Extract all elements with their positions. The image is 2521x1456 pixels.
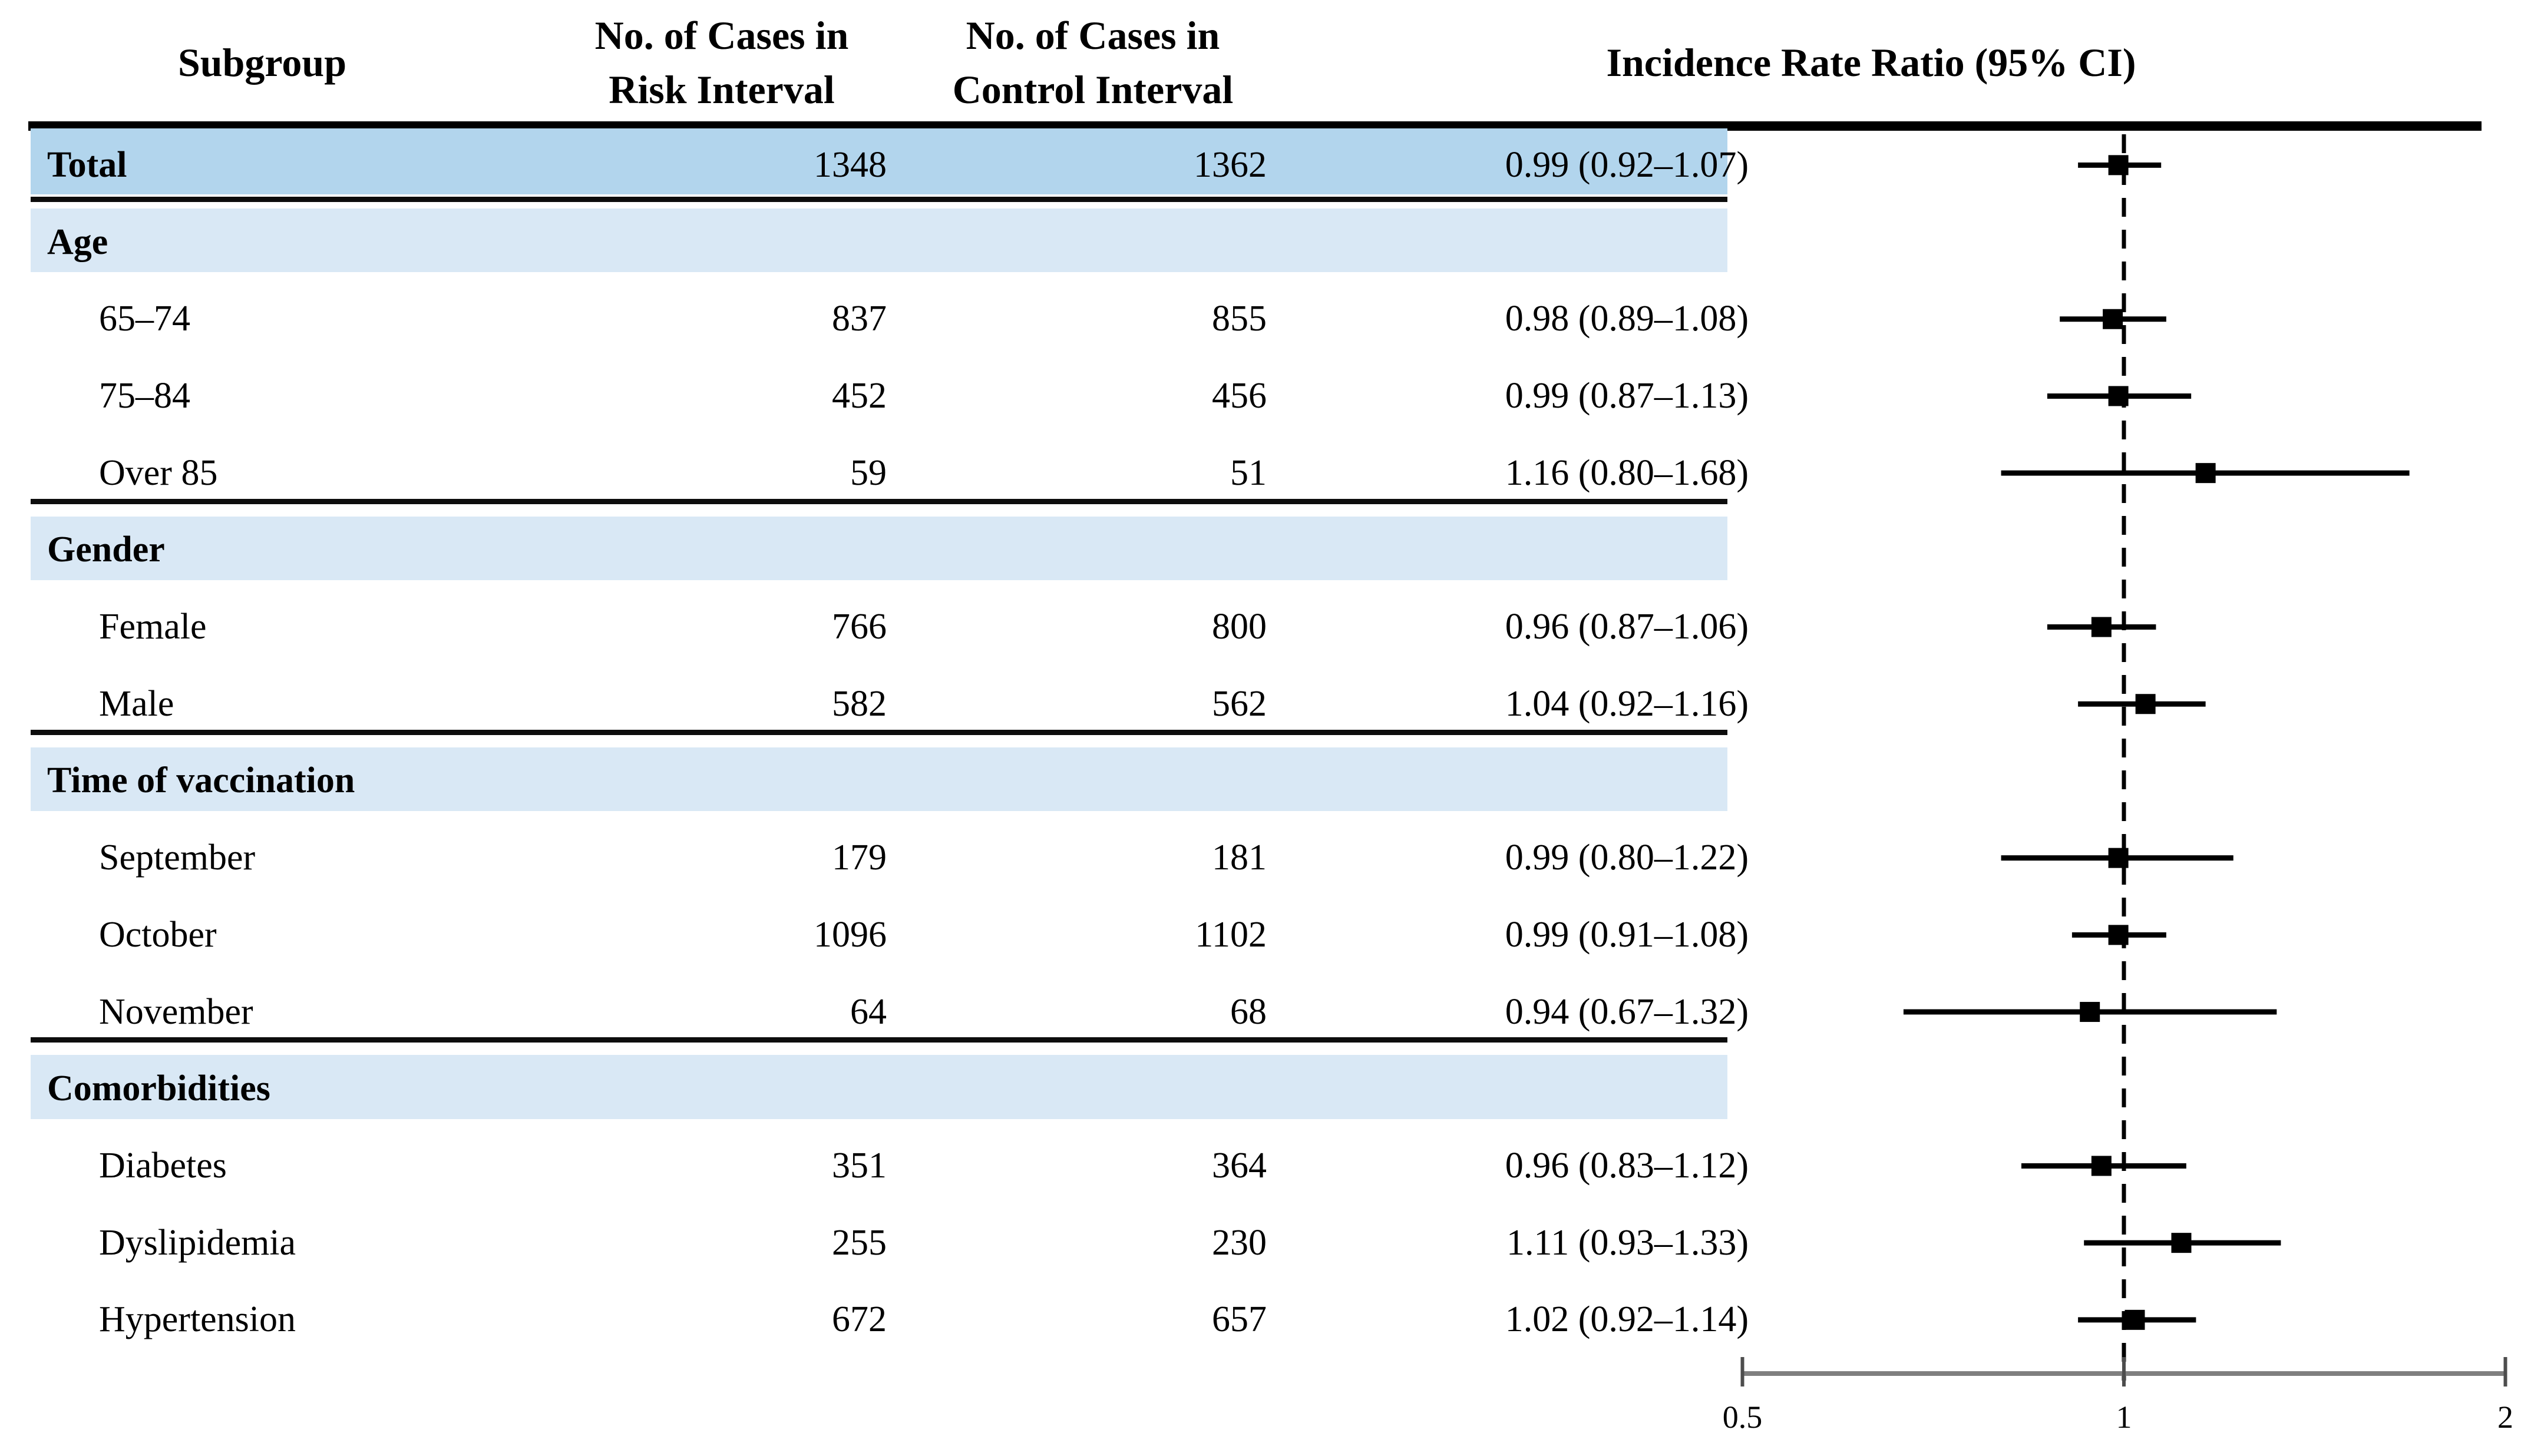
risk-cases-cell: 672 <box>832 1299 887 1340</box>
axis-tick-label: 2 <box>2497 1399 2513 1435</box>
risk-cases-cell: 582 <box>832 683 887 724</box>
section-divider <box>31 197 1727 202</box>
control-cases-cell: 800 <box>1212 607 1267 647</box>
control-cases-cell: 68 <box>1230 991 1267 1032</box>
row-band-section <box>31 747 1727 812</box>
axis-tick-label: 0.5 <box>1723 1399 1763 1435</box>
column-header-subgroup: Subgroup <box>177 40 347 85</box>
estimate-marker <box>2091 617 2112 637</box>
row-label: Hypertension <box>99 1299 296 1340</box>
risk-cases-cell: 255 <box>832 1222 887 1263</box>
irr-cell: 0.98 (0.89–1.08) <box>1505 299 1749 339</box>
estimate-marker <box>2171 1233 2192 1253</box>
risk-cases-cell: 1348 <box>814 144 887 185</box>
estimate-marker <box>2108 386 2129 406</box>
row-label: November <box>99 991 253 1032</box>
row-label: Male <box>99 683 174 724</box>
column-header-risk-interval: No. of Cases in Risk Interval <box>516 0 928 125</box>
irr-cell: 0.96 (0.87–1.06) <box>1505 607 1749 647</box>
column-header-control-interval-line2: Control Interval <box>952 67 1234 112</box>
column-header-risk-interval-line1: No. of Cases in <box>594 13 849 58</box>
estimate-marker <box>2108 925 2129 945</box>
estimate-marker <box>2135 694 2156 714</box>
control-cases-cell: 456 <box>1212 375 1267 416</box>
irr-cell: 1.02 (0.92–1.14) <box>1505 1299 1749 1340</box>
row-band-section <box>31 516 1727 581</box>
estimate-marker <box>2124 1309 2145 1330</box>
irr-cell: 1.04 (0.92–1.16) <box>1505 683 1749 724</box>
row-label: Diabetes <box>99 1145 227 1186</box>
row-label: Gender <box>47 530 165 570</box>
row-label: Total <box>47 144 127 185</box>
axis-tick-label: 1 <box>2116 1399 2132 1435</box>
row-label: 65–74 <box>99 299 190 339</box>
risk-cases-cell: 179 <box>832 838 887 878</box>
control-cases-cell: 1102 <box>1195 914 1267 955</box>
section-divider <box>31 1037 1727 1043</box>
risk-cases-cell: 351 <box>832 1145 887 1186</box>
control-cases-cell: 657 <box>1212 1299 1267 1340</box>
irr-cell: 0.99 (0.92–1.07) <box>1505 144 1749 185</box>
control-cases-cell: 1362 <box>1194 144 1267 185</box>
irr-cell: 1.11 (0.93–1.33) <box>1506 1222 1749 1263</box>
control-cases-cell: 230 <box>1212 1222 1267 1263</box>
column-header-irr: Incidence Rate Ratio (95% CI) <box>1606 40 2136 85</box>
row-label: October <box>99 914 217 955</box>
section-divider <box>31 729 1727 735</box>
risk-cases-cell: 59 <box>850 452 887 493</box>
row-label: Comorbidities <box>47 1068 270 1109</box>
row-label: Dyslipidemia <box>99 1222 296 1263</box>
irr-cell: 1.16 (0.80–1.68) <box>1505 452 1749 493</box>
irr-cell: 0.96 (0.83–1.12) <box>1505 1145 1749 1186</box>
estimate-marker <box>2080 1002 2100 1022</box>
irr-cell: 0.99 (0.80–1.22) <box>1505 838 1749 878</box>
control-cases-cell: 855 <box>1212 299 1267 339</box>
control-cases-cell: 562 <box>1212 683 1267 724</box>
estimate-marker <box>2195 463 2216 484</box>
risk-cases-cell: 837 <box>832 299 887 339</box>
risk-cases-cell: 452 <box>832 375 887 416</box>
estimate-marker <box>2103 309 2123 329</box>
row-band-total <box>31 128 1727 194</box>
risk-cases-cell: 64 <box>850 991 887 1032</box>
control-cases-cell: 364 <box>1212 1145 1267 1186</box>
row-band-section <box>31 1055 1727 1120</box>
row-label: September <box>99 838 256 878</box>
estimate-marker <box>2108 155 2129 176</box>
column-header-risk-interval-line2: Risk Interval <box>609 67 835 112</box>
risk-cases-cell: 766 <box>832 607 887 647</box>
row-band-section <box>31 208 1727 273</box>
column-header-control-interval: No. of Cases in Control Interval <box>887 0 1299 125</box>
irr-cell: 0.94 (0.67–1.32) <box>1505 991 1749 1032</box>
control-cases-cell: 51 <box>1230 452 1267 493</box>
column-header-control-interval-line1: No. of Cases in <box>966 13 1220 58</box>
section-divider <box>31 498 1727 504</box>
row-label: Time of vaccination <box>47 760 355 801</box>
estimate-marker <box>2108 848 2129 868</box>
irr-cell: 0.99 (0.91–1.08) <box>1505 914 1749 955</box>
control-cases-cell: 181 <box>1212 838 1267 878</box>
estimate-marker <box>2091 1156 2112 1176</box>
row-label: Female <box>99 607 207 647</box>
risk-cases-cell: 1096 <box>814 914 887 955</box>
row-label: 75–84 <box>99 375 190 416</box>
irr-cell: 0.99 (0.87–1.13) <box>1505 375 1749 416</box>
row-label: Over 85 <box>99 452 218 493</box>
row-label: Age <box>47 221 108 262</box>
